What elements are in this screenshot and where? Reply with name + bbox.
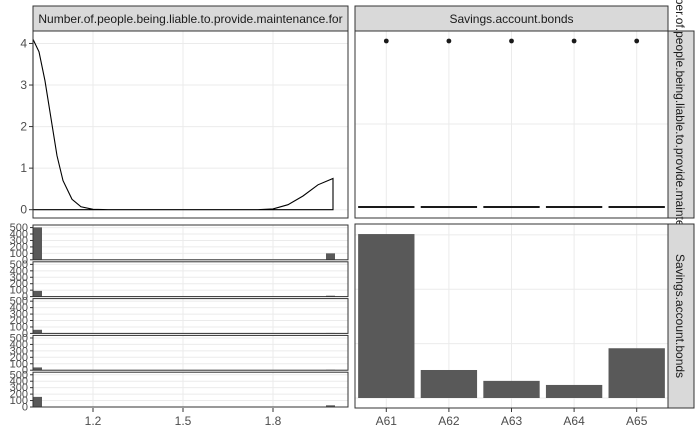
boxplot-outlier-A61 bbox=[383, 38, 389, 44]
histogram-y-tick-label-A61-5: 500 bbox=[10, 222, 28, 234]
density-curve bbox=[32, 39, 334, 211]
density-y-tick-label-3: 3 bbox=[20, 78, 27, 92]
boxplot-outlier-A62 bbox=[446, 38, 452, 44]
bar-panel-border bbox=[354, 223, 669, 409]
strip-col1-label: Number.of.people.being.liable.to.provide… bbox=[38, 12, 342, 26]
strip-col1-bg bbox=[32, 5, 349, 32]
histogram-subplot-border-A61 bbox=[32, 224, 349, 261]
bar-x-tick-label-A63: A63 bbox=[501, 414, 523, 428]
histogram-subplot-area-A62 bbox=[33, 261, 348, 297]
histogram-subplot-area-A63 bbox=[33, 298, 348, 334]
x-axis: 1.2 1.5 1.8 bbox=[85, 408, 282, 428]
histogram-y-tick-label-A61-3: 300 bbox=[10, 235, 28, 247]
histogram-y-tick-label-A64-3: 300 bbox=[10, 345, 28, 357]
bar-A63 bbox=[483, 380, 540, 398]
density-y-tick-label-1: 1 bbox=[20, 161, 27, 175]
histogram-subplot-border-A62 bbox=[32, 261, 349, 298]
strip-col2-label: Savings.account.bonds bbox=[449, 12, 573, 26]
x-tick-label-1: 1.5 bbox=[175, 414, 192, 428]
histogram-subplot-area-A64 bbox=[33, 335, 348, 371]
histogram-subplot-border-A64 bbox=[32, 334, 349, 371]
bar-x-tick-label-A61: A61 bbox=[376, 414, 398, 428]
histogram-bar-A65-1 bbox=[326, 405, 335, 407]
histogram-y-tick-label-A65-2: 200 bbox=[10, 389, 28, 401]
histogram-y-tick-label-A63-3: 300 bbox=[10, 309, 28, 321]
histogram-y-tick-label-A62-1: 100 bbox=[10, 285, 28, 297]
density-panel-border bbox=[32, 30, 349, 219]
histogram-y-tick-label-A63-0: 0 bbox=[22, 328, 28, 340]
bar-A62 bbox=[420, 369, 478, 398]
bar-x-tick-label-A64: A64 bbox=[563, 414, 585, 428]
histogram-y-tick-label-A64-2: 200 bbox=[10, 352, 28, 364]
histogram-y-tick-label-A65-4: 400 bbox=[10, 376, 28, 388]
histogram-subplot-border-A65 bbox=[32, 371, 349, 408]
strip-col2-bg bbox=[354, 5, 669, 32]
histogram-subplot-area-A65 bbox=[33, 372, 348, 407]
histogram-y-tick-label-A61-1: 100 bbox=[10, 248, 28, 260]
strip-row1-bg bbox=[667, 30, 695, 219]
density-plot-area bbox=[33, 31, 348, 218]
density-y-tick-label-2: 2 bbox=[20, 120, 27, 134]
strip-row2-bg bbox=[667, 223, 695, 409]
histogram-y-tick-label-A63-2: 200 bbox=[10, 315, 28, 327]
histogram-bar-A61-1 bbox=[326, 253, 335, 260]
histogram-bar-A62-0 bbox=[33, 290, 42, 297]
density-panel: 0 1 2 3 4 bbox=[20, 30, 349, 219]
bar-A61 bbox=[358, 234, 415, 398]
histogram-y-tick-label-A63-1: 100 bbox=[10, 321, 28, 333]
boxplot-panel bbox=[354, 30, 669, 291]
bar-A64 bbox=[545, 384, 603, 398]
histogram-subplot-area-A61 bbox=[33, 225, 348, 260]
histogram-bar-A61-0 bbox=[33, 227, 42, 260]
density-y-tick-label-0: 0 bbox=[20, 203, 27, 217]
histogram-y-tick-label-A65-1: 100 bbox=[10, 395, 28, 407]
histogram-y-tick-label-A61-0: 0 bbox=[22, 254, 28, 266]
histogram-y-tick-label-A62-2: 200 bbox=[10, 278, 28, 290]
x-tick-label-2: 1.8 bbox=[265, 414, 282, 428]
strip-row1-label: Number.of.people.being.liable.to.provide… bbox=[673, 0, 687, 277]
histogram-y-tick-label-A62-4: 400 bbox=[10, 265, 28, 277]
histogram-y-tick-label-A64-1: 100 bbox=[10, 358, 28, 370]
histogram-y-tick-label-A62-3: 300 bbox=[10, 272, 28, 284]
boxplot-panel-border bbox=[354, 30, 669, 219]
histogram-y-tick-label-A61-4: 400 bbox=[10, 229, 28, 241]
bar-x-tick-label-A62: A62 bbox=[438, 414, 460, 428]
histogram-y-tick-label-A62-0: 0 bbox=[22, 291, 28, 303]
boxplot-outlier-A64 bbox=[571, 38, 577, 44]
strip-row2-label: Savings.account.bonds bbox=[673, 254, 687, 378]
histogram-y-tick-label-A64-0: 0 bbox=[22, 365, 28, 377]
histogram-y-tick-label-A65-3: 300 bbox=[10, 382, 28, 394]
histogram-bar-A65-0 bbox=[33, 396, 42, 407]
histogram-y-tick-label-A65-0: 0 bbox=[22, 402, 28, 414]
x-tick-label-0: 1.2 bbox=[85, 414, 102, 428]
boxplot-outlier-A65 bbox=[634, 38, 640, 44]
histogram-bar-A63-0 bbox=[33, 329, 42, 334]
histogram-y-tick-label-A65-5: 500 bbox=[10, 369, 28, 381]
bar-A65 bbox=[608, 348, 665, 398]
density-y-tick-label-4: 4 bbox=[20, 36, 27, 50]
histogram-y-tick-label-A64-5: 500 bbox=[10, 332, 28, 344]
bar-x-tick-label-A65: A65 bbox=[626, 414, 648, 428]
histogram-subplot-border-A63 bbox=[32, 298, 349, 334]
histogram-y-tick-label-A63-5: 500 bbox=[10, 296, 28, 308]
histogram-y-tick-label-A61-2: 200 bbox=[10, 241, 28, 253]
histogram-panel: 0100200300400500010020030040050001002003… bbox=[10, 222, 349, 414]
histogram-bar-A64-0 bbox=[33, 367, 42, 371]
histogram-y-tick-label-A63-4: 400 bbox=[10, 302, 28, 314]
bar-panel: A61 A62 A63 A64 A65 bbox=[354, 223, 669, 428]
boxplot-outlier-A63 bbox=[509, 38, 514, 44]
histogram-y-tick-label-A64-4: 400 bbox=[10, 339, 28, 351]
histogram-y-tick-label-A62-5: 500 bbox=[10, 259, 28, 271]
